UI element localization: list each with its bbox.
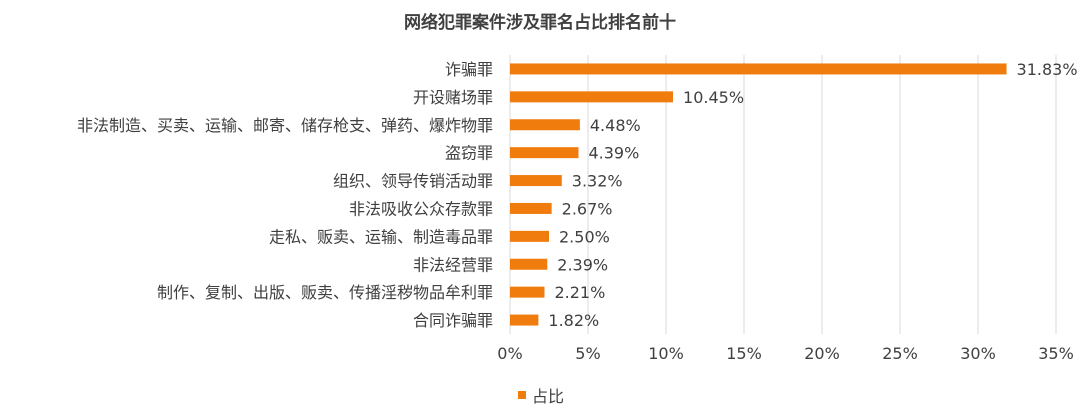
data-label: 10.45% xyxy=(683,88,744,107)
category-label: 开设赌场罪 xyxy=(413,88,493,107)
category-label: 诈骗罪 xyxy=(445,60,493,79)
bar xyxy=(510,175,562,187)
bar xyxy=(510,286,545,298)
legend-label: 占比 xyxy=(532,387,564,406)
data-label: 2.50% xyxy=(559,227,610,246)
x-tick-label: 15% xyxy=(726,344,762,363)
bar xyxy=(510,202,552,214)
x-tick-label: 30% xyxy=(960,344,996,363)
data-label: 1.82% xyxy=(548,311,599,330)
category-label: 盗窃罪 xyxy=(445,144,493,163)
x-tick-label: 35% xyxy=(1038,344,1074,363)
data-label: 3.32% xyxy=(572,172,623,191)
data-label: 31.83% xyxy=(1017,60,1078,79)
x-tick-label: 20% xyxy=(804,344,840,363)
data-label: 2.39% xyxy=(557,255,608,274)
category-label: 合同诈骗罪 xyxy=(413,311,493,330)
bar xyxy=(510,119,580,131)
data-label: 4.48% xyxy=(590,116,641,135)
category-label: 非法制造、买卖、运输、邮寄、储存枪支、弹药、爆炸物罪 xyxy=(77,116,493,135)
data-label: 4.39% xyxy=(588,144,639,163)
x-tick-label: 5% xyxy=(575,344,600,363)
bar xyxy=(510,147,579,159)
category-label: 非法经营罪 xyxy=(413,255,493,274)
bar xyxy=(510,314,539,326)
x-tick-label: 0% xyxy=(497,344,522,363)
bar xyxy=(510,91,674,103)
chart-title: 网络犯罪案件涉及罪名占比排名前十 xyxy=(404,13,676,33)
category-label: 组织、领导传销活动罪 xyxy=(333,172,493,191)
bar xyxy=(510,63,1007,75)
bar xyxy=(510,230,549,242)
category-label: 非法吸收公众存款罪 xyxy=(349,199,493,218)
bar xyxy=(510,258,548,270)
data-label: 2.67% xyxy=(562,199,613,218)
x-tick-label: 25% xyxy=(882,344,918,363)
legend-swatch xyxy=(518,391,526,399)
category-label: 制作、复制、出版、贩卖、传播淫秽物品牟利罪 xyxy=(157,283,493,302)
category-label: 走私、贩卖、运输、制造毒品罪 xyxy=(269,227,493,246)
x-tick-label: 10% xyxy=(648,344,684,363)
data-label: 2.21% xyxy=(554,283,605,302)
